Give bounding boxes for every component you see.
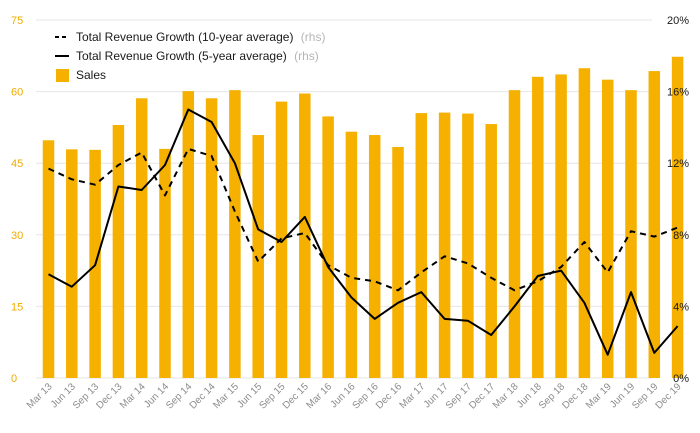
- sales-bar: [42, 140, 55, 378]
- sales-bar: [671, 56, 684, 378]
- legend-label-sales: Sales: [76, 68, 106, 82]
- growth-5yr-line: [48, 108, 679, 356]
- legend-label-10yr: Total Revenue Growth (10-year average): [76, 30, 293, 44]
- sales-bar: [648, 71, 661, 378]
- legend-item-10yr: Total Revenue Growth (10-year average) (…: [55, 30, 325, 44]
- left-tick-label: 75: [11, 15, 23, 27]
- sales-bar: [415, 113, 428, 378]
- right-tick-label: 20%: [667, 15, 689, 27]
- legend-label-5yr: Total Revenue Growth (5-year average): [76, 49, 287, 63]
- sales-bar: [205, 98, 218, 379]
- sales-bar: [555, 74, 567, 378]
- right-tick-label: 12%: [667, 158, 689, 170]
- sales-bar: [438, 112, 451, 379]
- left-tick-label: 60: [11, 87, 23, 99]
- sales-bar: [159, 148, 171, 378]
- right-tick-label: 8%: [673, 230, 689, 242]
- sales-bar: [485, 124, 497, 378]
- svg-text:Total Revenue Growth (5-year a: Total Revenue Growth (5-year average) (r…: [76, 49, 319, 63]
- right-tick-label: 4%: [673, 301, 689, 313]
- x-tick-label: Mar 16: [304, 381, 334, 411]
- legend-item-5yr: Total Revenue Growth (5-year average) (r…: [55, 49, 319, 63]
- sales-bar: [578, 68, 591, 378]
- sales-bar: [275, 101, 288, 379]
- sales-bar: [625, 90, 637, 378]
- right-tick-label: 0%: [673, 373, 689, 385]
- left-tick-label: 30: [11, 230, 23, 242]
- sales-bar: [252, 135, 264, 378]
- legend: Total Revenue Growth (10-year average) (…: [55, 30, 325, 82]
- sales-bar: [368, 135, 381, 378]
- growth-lines: [48, 108, 679, 356]
- sales-bar: [462, 113, 474, 378]
- x-tick-label: Mar 15: [211, 381, 241, 411]
- x-tick-label: Mar 17: [398, 381, 428, 411]
- sales-bar: [135, 98, 148, 379]
- left-axis: 0 15 30 45 60 75: [11, 15, 23, 385]
- sales-bar: [345, 131, 358, 378]
- x-tick-label: Mar 18: [491, 381, 521, 411]
- sales-bar: [601, 79, 614, 379]
- sales-bar: [112, 125, 125, 378]
- x-tick-label: Mar 13: [25, 381, 55, 411]
- sales-bar: [322, 116, 334, 379]
- svg-text:Sales: Sales: [76, 68, 106, 82]
- sales-bar: [66, 149, 78, 378]
- sales-bar: [182, 91, 195, 378]
- legend-item-sales: Sales: [56, 68, 106, 82]
- legend-suffix-10yr: (rhs): [301, 30, 326, 44]
- left-tick-label: 0: [11, 373, 17, 385]
- x-tick-label: Dec 19: [654, 381, 684, 411]
- x-tick-label: Mar 19: [584, 381, 614, 411]
- right-tick-label: 16%: [667, 87, 689, 99]
- x-tick-label: Mar 14: [118, 381, 148, 411]
- svg-text:Total Revenue Growth (10-year: Total Revenue Growth (10-year average) (…: [76, 30, 325, 44]
- sales-bar: [532, 76, 544, 378]
- sales-bar: [392, 146, 404, 378]
- legend-box-icon: [56, 69, 69, 82]
- left-tick-label: 15: [11, 301, 23, 313]
- right-axis: 0% 4% 8% 12% 16% 20%: [667, 15, 689, 385]
- left-tick-label: 45: [11, 158, 23, 170]
- sales-bar: [508, 90, 521, 378]
- legend-suffix-5yr: (rhs): [294, 49, 319, 63]
- sales-bars: [42, 56, 684, 379]
- sales-bar: [299, 93, 311, 378]
- sales-bar: [229, 90, 241, 378]
